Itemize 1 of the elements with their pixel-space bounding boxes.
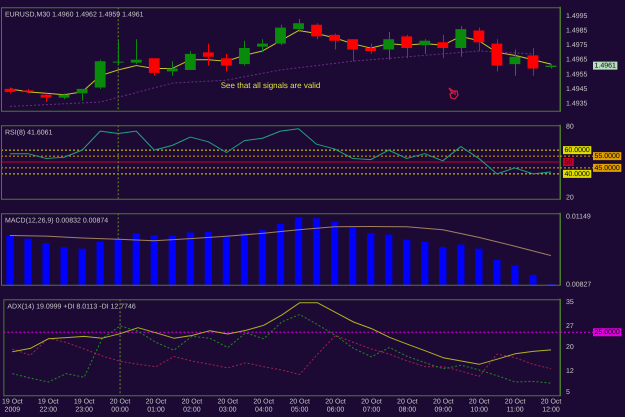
annotation: See that all signals are valid: [220, 81, 320, 90]
